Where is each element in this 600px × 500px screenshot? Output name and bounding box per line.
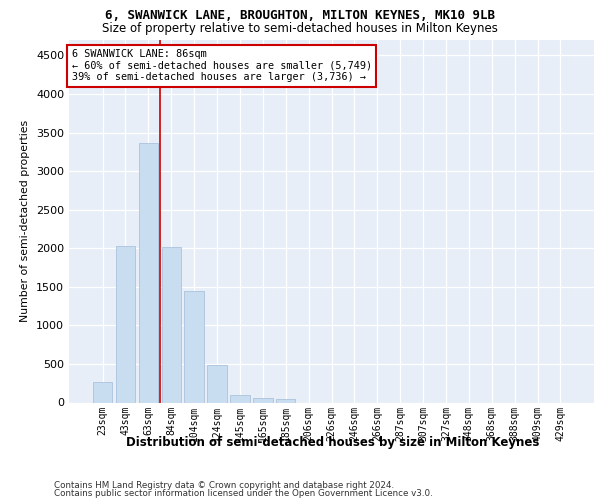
Bar	[276, 398, 295, 402]
Bar	[208, 366, 227, 403]
Bar	[139, 142, 158, 402]
Text: Contains HM Land Registry data © Crown copyright and database right 2024.: Contains HM Land Registry data © Crown c…	[54, 480, 394, 490]
Bar	[116, 246, 135, 402]
Text: Distribution of semi-detached houses by size in Milton Keynes: Distribution of semi-detached houses by …	[127, 436, 539, 449]
Bar	[253, 398, 272, 402]
Text: 6, SWANWICK LANE, BROUGHTON, MILTON KEYNES, MK10 9LB: 6, SWANWICK LANE, BROUGHTON, MILTON KEYN…	[105, 9, 495, 22]
Bar	[93, 382, 112, 402]
Bar	[161, 246, 181, 402]
Text: 6 SWANWICK LANE: 86sqm
← 60% of semi-detached houses are smaller (5,749)
39% of : 6 SWANWICK LANE: 86sqm ← 60% of semi-det…	[71, 49, 372, 82]
Y-axis label: Number of semi-detached properties: Number of semi-detached properties	[20, 120, 31, 322]
Text: Contains public sector information licensed under the Open Government Licence v3: Contains public sector information licen…	[54, 489, 433, 498]
Text: Size of property relative to semi-detached houses in Milton Keynes: Size of property relative to semi-detach…	[102, 22, 498, 35]
Bar	[230, 395, 250, 402]
Bar	[184, 290, 204, 403]
